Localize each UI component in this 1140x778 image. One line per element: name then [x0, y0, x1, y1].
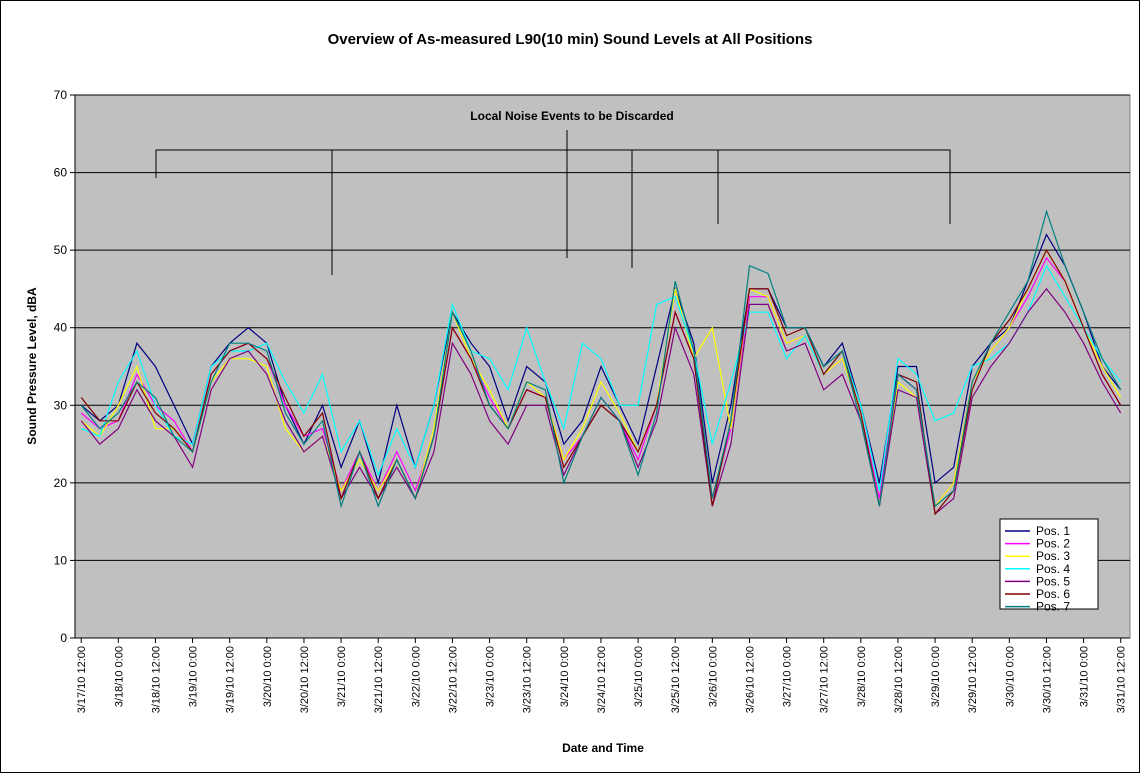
chart-title: Overview of As-measured L90(10 min) Soun… [328, 31, 813, 48]
x-tick-label: 3/29/10 12:00 [967, 646, 979, 713]
x-tick-label: 3/27/10 12:00 [819, 646, 831, 713]
x-tick-label: 3/19/10 12:00 [225, 646, 237, 713]
grid [75, 94, 1130, 639]
x-tick-label: 3/24/10 0:00 [559, 646, 571, 707]
x-tick-label: 3/31/10 12:00 [1116, 646, 1128, 713]
x-tick-label: 3/19/10 0:00 [188, 646, 200, 707]
x-tick-label: 3/26/10 0:00 [707, 646, 719, 707]
legend-label: Pos. 7 [1036, 600, 1070, 614]
series-line [80, 209, 1122, 509]
x-tick-label: 3/24/10 12:00 [596, 646, 608, 713]
legend-label: Pos. 5 [1036, 574, 1070, 588]
x-tick-label: 3/20/10 12:00 [299, 646, 311, 713]
legend-label: Pos. 4 [1036, 562, 1070, 576]
x-tick-label: 3/31/10 0:00 [1079, 646, 1091, 707]
x-tick-label: 3/29/10 0:00 [930, 646, 942, 707]
x-tick-label: 3/22/10 12:00 [447, 646, 459, 713]
x-tick-label: 3/30/10 0:00 [1004, 646, 1016, 707]
y-tick-label: 10 [54, 553, 68, 567]
x-tick-label: 3/28/10 12:00 [893, 646, 905, 713]
x-tick-label: 3/18/10 12:00 [150, 646, 162, 713]
x-axis-title: Date and Time [562, 741, 644, 755]
y-tick-label: 0 [60, 631, 67, 645]
x-tick-label: 3/20/10 0:00 [262, 646, 274, 707]
plot-area [74, 94, 1131, 639]
y-tick-label: 40 [54, 321, 68, 335]
y-axis-title: Sound Pressure Level, dBA [25, 287, 39, 445]
axes: 0 10 20 30 40 50 60 70 3/17/10 12:00 3/18/10 0:00… [54, 88, 1130, 713]
series-lines [80, 209, 1122, 516]
series-line [80, 248, 1122, 508]
y-tick-label: 30 [54, 398, 68, 412]
y-tick-label: 50 [54, 243, 68, 257]
annotation-bracket [155, 130, 951, 275]
legend-label: Pos. 3 [1036, 549, 1070, 563]
x-tick-label: 3/25/10 0:00 [633, 646, 645, 707]
legend-label: Pos. 6 [1036, 587, 1070, 601]
series-line [80, 248, 1122, 516]
x-tick-label: 3/17/10 12:00 [76, 646, 88, 713]
y-tick-label: 20 [54, 476, 68, 490]
x-tick-label: 3/18/10 0:00 [113, 646, 125, 707]
legend-label: Pos. 1 [1036, 524, 1070, 538]
x-tick-label: 3/30/10 12:00 [1041, 646, 1053, 713]
annotation: Local Noise Events to be Discarded [470, 109, 673, 123]
x-tick-label: 3/21/10 12:00 [373, 646, 385, 713]
y-tick-label: 60 [54, 166, 68, 180]
x-tick-label: 3/26/10 12:00 [744, 646, 756, 713]
series-line [80, 233, 1122, 486]
x-tick-label: 3/28/10 0:00 [856, 646, 868, 707]
x-tick-label: 3/22/10 0:00 [410, 646, 422, 707]
x-tick-label: 3/21/10 0:00 [336, 646, 348, 707]
x-tick-label: 3/25/10 12:00 [670, 646, 682, 713]
x-tick-label: 3/23/10 0:00 [485, 646, 497, 707]
x-tick-label: 3/27/10 0:00 [782, 646, 794, 707]
y-tick-label: 70 [54, 88, 68, 102]
x-tick-label: 3/23/10 12:00 [522, 646, 534, 713]
bracket-lines [155, 130, 951, 275]
legend-label: Pos. 2 [1036, 537, 1070, 551]
